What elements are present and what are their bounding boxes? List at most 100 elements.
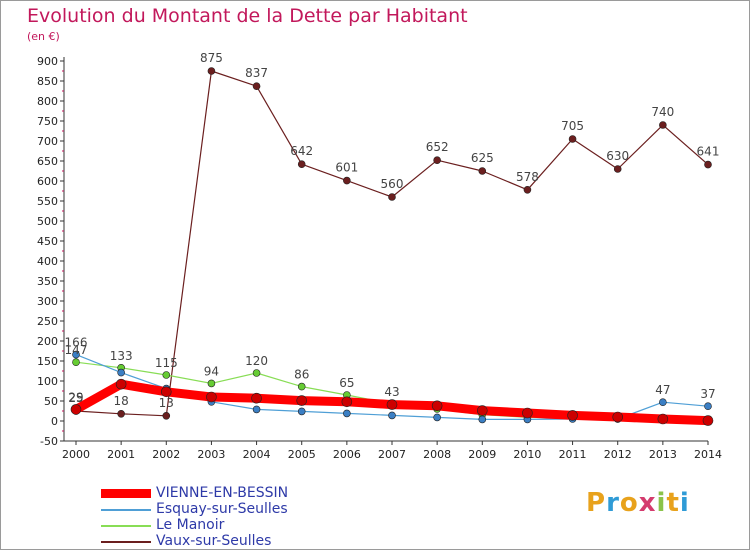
data-label-3: 625: [471, 151, 494, 165]
logo-letter: P: [586, 488, 607, 518]
data-point-0: [160, 386, 172, 398]
data-label-3: 837: [245, 66, 268, 80]
data-label-2: 147: [65, 343, 88, 357]
x-tick-label: 2009: [468, 448, 496, 461]
data-point-1: [343, 409, 351, 418]
x-tick-label: 2005: [288, 448, 316, 461]
data-label-1: 37: [700, 387, 715, 401]
data-label-2: 133: [110, 349, 133, 363]
data-point-0: [657, 413, 669, 425]
x-tick-label: 2012: [604, 448, 632, 461]
data-label-3: 705: [561, 119, 584, 133]
legend-swatch-vienne: [101, 489, 151, 498]
data-point-3: [252, 82, 261, 90]
data-point-0: [251, 392, 262, 404]
legend-label-vienne: VIENNE-EN-BESSIN: [156, 485, 289, 501]
x-tick-label: 2006: [333, 448, 361, 461]
logo-letter: o: [619, 488, 639, 518]
data-point-3: [613, 165, 622, 173]
data-point-0: [296, 395, 308, 406]
data-label-3: 641: [697, 145, 720, 159]
data-point-0: [567, 410, 578, 421]
x-tick-label: 2008: [423, 448, 451, 461]
data-point-3: [207, 67, 216, 75]
data-label-3: 875: [200, 51, 223, 65]
data-point-0: [341, 396, 353, 408]
data-point-0: [522, 407, 533, 419]
x-tick-label: 2011: [559, 448, 587, 461]
y-tick-label: 700: [37, 135, 58, 148]
legend-label-manoir: Le Manoir: [156, 517, 225, 533]
y-tick-label: 850: [37, 75, 58, 88]
y-tick-label: 550: [37, 195, 58, 208]
logo-letter: x: [638, 488, 657, 518]
chart-title: Evolution du Montant de la Dette par Hab…: [27, 5, 468, 27]
data-point-3: [568, 135, 577, 143]
y-tick-label: 50: [44, 395, 58, 408]
data-label-3: 630: [606, 149, 629, 163]
data-point-1: [433, 413, 441, 422]
logo-letter: t: [666, 488, 680, 518]
data-point-3: [388, 193, 396, 201]
legend-label-vaux: Vaux-sur-Seulles: [156, 533, 272, 549]
data-label-2: 86: [294, 368, 309, 382]
data-point-3: [343, 176, 351, 185]
data-point-3: [433, 156, 441, 164]
data-point-2: [162, 371, 171, 379]
legend-swatch-vaux: [101, 541, 151, 543]
data-label-3: 25: [68, 391, 83, 405]
data-point-3: [659, 121, 667, 129]
x-tick-label: 2002: [152, 448, 180, 461]
data-label-0: 29: [68, 390, 83, 404]
data-point-3: [162, 411, 171, 420]
data-label-3: 601: [335, 161, 358, 175]
data-point-1: [72, 350, 80, 359]
y-tick-label: 200: [37, 335, 58, 348]
proxiti-logo: Proxiti: [586, 488, 690, 518]
data-point-2: [252, 369, 261, 377]
data-point-2: [72, 358, 80, 367]
data-point-3: [478, 167, 487, 175]
y-tick-label: -50: [40, 435, 58, 448]
data-point-1: [388, 411, 396, 420]
y-tick-label: 800: [37, 95, 58, 108]
data-point-0: [612, 411, 624, 423]
x-tick-label: 2014: [694, 448, 722, 461]
data-point-3: [704, 160, 712, 169]
y-tick-label: 0: [51, 415, 58, 428]
data-label-3: 18: [114, 394, 129, 408]
y-tick-label: 150: [37, 355, 58, 368]
y-tick-label: 750: [37, 115, 58, 128]
data-point-0: [702, 415, 714, 426]
y-tick-label: 250: [37, 315, 58, 328]
data-point-2: [297, 382, 306, 391]
data-label-3: 560: [381, 177, 404, 191]
data-label-1: 47: [655, 383, 670, 397]
x-tick-label: 2010: [513, 448, 541, 461]
data-label-2: 43: [384, 385, 399, 399]
data-point-0: [386, 399, 398, 410]
data-label-3: 642: [290, 144, 313, 158]
x-tick-label: 2000: [62, 448, 90, 461]
data-label-2: 120: [245, 354, 268, 368]
x-tick-label: 2007: [378, 448, 406, 461]
logo-letter: i: [679, 488, 690, 518]
data-label-3: 740: [651, 105, 674, 119]
data-label-3: 13: [159, 396, 174, 410]
data-label-2: 94: [204, 364, 219, 378]
data-point-0: [206, 391, 217, 403]
x-tick-label: 2004: [243, 448, 271, 461]
y-tick-label: 650: [37, 155, 58, 168]
x-tick-label: 2013: [649, 448, 677, 461]
data-point-1: [478, 415, 487, 424]
unit-label: (en €): [27, 30, 60, 43]
legend-label-esquay: Esquay-sur-Seulles: [156, 501, 288, 517]
y-tick-label: 500: [37, 215, 58, 228]
y-tick-label: 900: [37, 55, 58, 68]
data-point-3: [117, 409, 125, 418]
y-tick-label: 600: [37, 175, 58, 188]
x-tick-label: 2001: [107, 448, 135, 461]
data-point-1: [659, 398, 667, 407]
